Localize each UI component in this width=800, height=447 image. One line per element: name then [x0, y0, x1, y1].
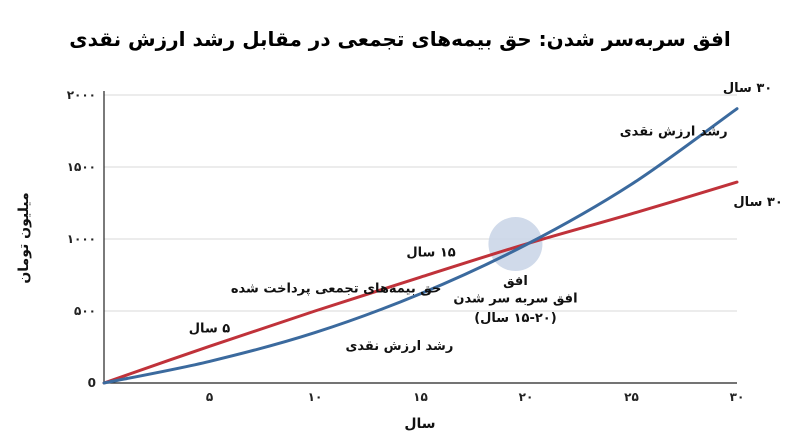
annotation-cash-top: رشد ارزش نقدی — [620, 124, 728, 139]
x-tick-label: ۲۵ — [624, 390, 639, 404]
premiums-line — [102, 180, 739, 385]
y-tick-label: ۱۵۰۰ — [67, 160, 96, 174]
y-tick-label: ۵۰۰ — [74, 304, 96, 318]
x-tick-label: ۱۰ — [308, 390, 323, 404]
breakeven-zone — [488, 217, 543, 272]
annotations: ۵ سال ۱۵ سال حق بیمه‌های تجمعی پرداخت شده ۳… — [189, 81, 783, 354]
y-tick-label: ۲۰۰۰ — [67, 88, 96, 102]
chart-title: افق سربه‌سر شدن: حق بیمه‌های تجمعی در مق… — [69, 27, 730, 51]
series-lines — [102, 107, 739, 385]
cash-value-line — [102, 107, 739, 385]
annotation-premium-30: ۳۰ سال — [733, 195, 782, 210]
axes — [103, 91, 737, 384]
tick-labels: 0 ۵۰۰ ۱۰۰۰ ۱۵۰۰ ۲۰۰۰ ۵ ۱۰ ۱۵ ۲۰ ۲۵ ۳۰ — [67, 88, 745, 404]
annotation-bep-3: (۱۵-۲۰ سال) — [474, 311, 557, 326]
x-tick-label: ۱۵ — [413, 390, 428, 404]
annotation-cash-30: ۳۰ سال — [723, 81, 772, 96]
annotation-premium-15: ۱۵ سال — [406, 245, 455, 260]
x-tick-label: ۲۰ — [519, 390, 534, 404]
annotation-bep-2: افق سربه سر شدن — [453, 291, 577, 306]
breakeven-circle — [488, 217, 543, 272]
annotation-premium-5: ۵ سال — [189, 322, 230, 337]
y-tick-label: ۱۰۰۰ — [67, 232, 96, 246]
grid-lines — [104, 94, 737, 312]
annotation-cash-bottom: رشد ارزش نقدی — [345, 339, 453, 354]
x-axis-title: سال — [404, 416, 435, 432]
y-axis-title: میلیون تومان — [16, 192, 32, 283]
y-tick-label: 0 — [88, 376, 96, 390]
annotation-premium-series-label: حق بیمه‌های تجمعی پرداخت شده — [231, 281, 441, 296]
annotation-bep-1: افق — [503, 274, 528, 289]
x-tick-label: ۵ — [206, 390, 213, 404]
x-tick-label: ۳۰ — [730, 390, 745, 404]
